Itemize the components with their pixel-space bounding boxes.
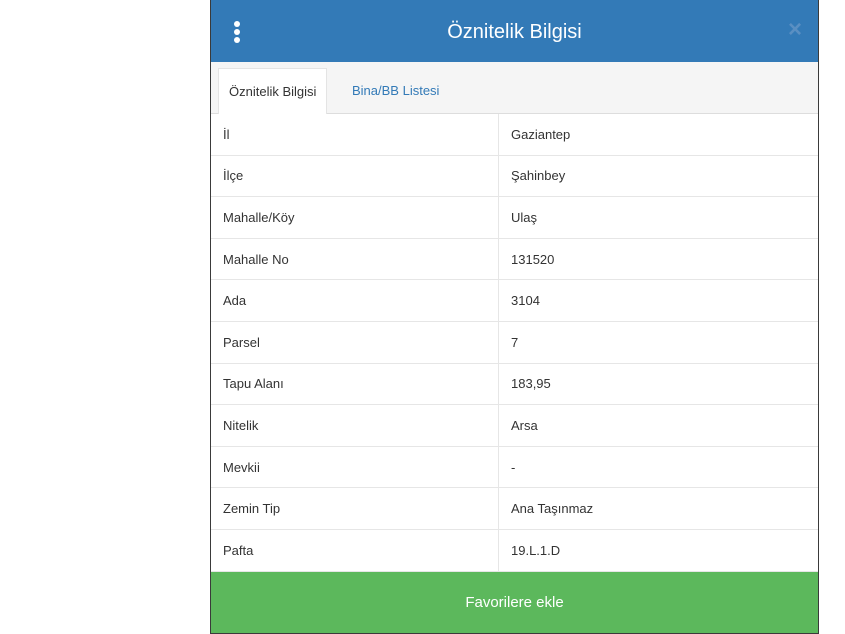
attribute-value: Ulaş <box>498 196 818 239</box>
attribute-key: Parsel <box>211 321 499 364</box>
attribute-value: 131520 <box>498 238 818 281</box>
table-row: Pafta 19.L.1.D <box>211 529 818 572</box>
vertical-dots-icon[interactable] <box>233 21 241 43</box>
tab-bar: Öznitelik Bilgisi Bina/BB Listesi <box>211 62 818 114</box>
panel-header: Öznitelik Bilgisi × <box>211 0 818 62</box>
attribute-table: İl Gaziantep İlçe Şahinbey Mahalle/Köy Ulaş Ma… <box>211 114 818 572</box>
attribute-value: 19.L.1.D <box>498 529 818 572</box>
attribute-panel: Öznitelik Bilgisi × Öznitelik Bilgisi Bi… <box>210 0 819 634</box>
table-row: Parsel 7 <box>211 321 818 364</box>
table-row: Nitelik Arsa <box>211 404 818 447</box>
attribute-key: Mahalle No <box>211 238 499 281</box>
table-row: Mevkii - <box>211 446 818 489</box>
attribute-value: 7 <box>498 321 818 364</box>
attribute-key: Pafta <box>211 529 499 572</box>
tab-building-list[interactable]: Bina/BB Listesi <box>352 83 440 98</box>
attribute-value: Gaziantep <box>498 114 818 156</box>
attribute-key: Zemin Tip <box>211 487 499 530</box>
tab-attribute-info[interactable]: Öznitelik Bilgisi <box>218 68 328 114</box>
attribute-value: 183,95 <box>498 363 818 406</box>
attribute-key: Tapu Alanı <box>211 363 499 406</box>
attribute-value: - <box>498 446 818 489</box>
table-row: İlçe Şahinbey <box>211 155 818 198</box>
attribute-value: 3104 <box>498 279 818 322</box>
attribute-key: Mahalle/Köy <box>211 196 499 239</box>
attribute-value: Arsa <box>498 404 818 447</box>
attribute-key: Nitelik <box>211 404 499 447</box>
table-row: Zemin Tip Ana Taşınmaz <box>211 487 818 530</box>
table-row: Mahalle/Köy Ulaş <box>211 196 818 239</box>
close-icon[interactable]: × <box>787 16 802 43</box>
table-row: Tapu Alanı 183,95 <box>211 363 818 406</box>
table-row: Mahalle No 131520 <box>211 238 818 281</box>
attribute-key: İl <box>211 114 499 156</box>
attribute-key: Ada <box>211 279 499 322</box>
attribute-key: Mevkii <box>211 446 499 489</box>
table-row: Ada 3104 <box>211 279 818 322</box>
panel-title: Öznitelik Bilgisi <box>447 21 582 43</box>
attribute-key: İlçe <box>211 155 499 198</box>
attribute-value: Şahinbey <box>498 155 818 198</box>
attribute-value: Ana Taşınmaz <box>498 487 818 530</box>
table-row: İl Gaziantep <box>211 114 818 156</box>
add-to-favorites-button[interactable]: Favorilere ekle <box>211 572 818 633</box>
